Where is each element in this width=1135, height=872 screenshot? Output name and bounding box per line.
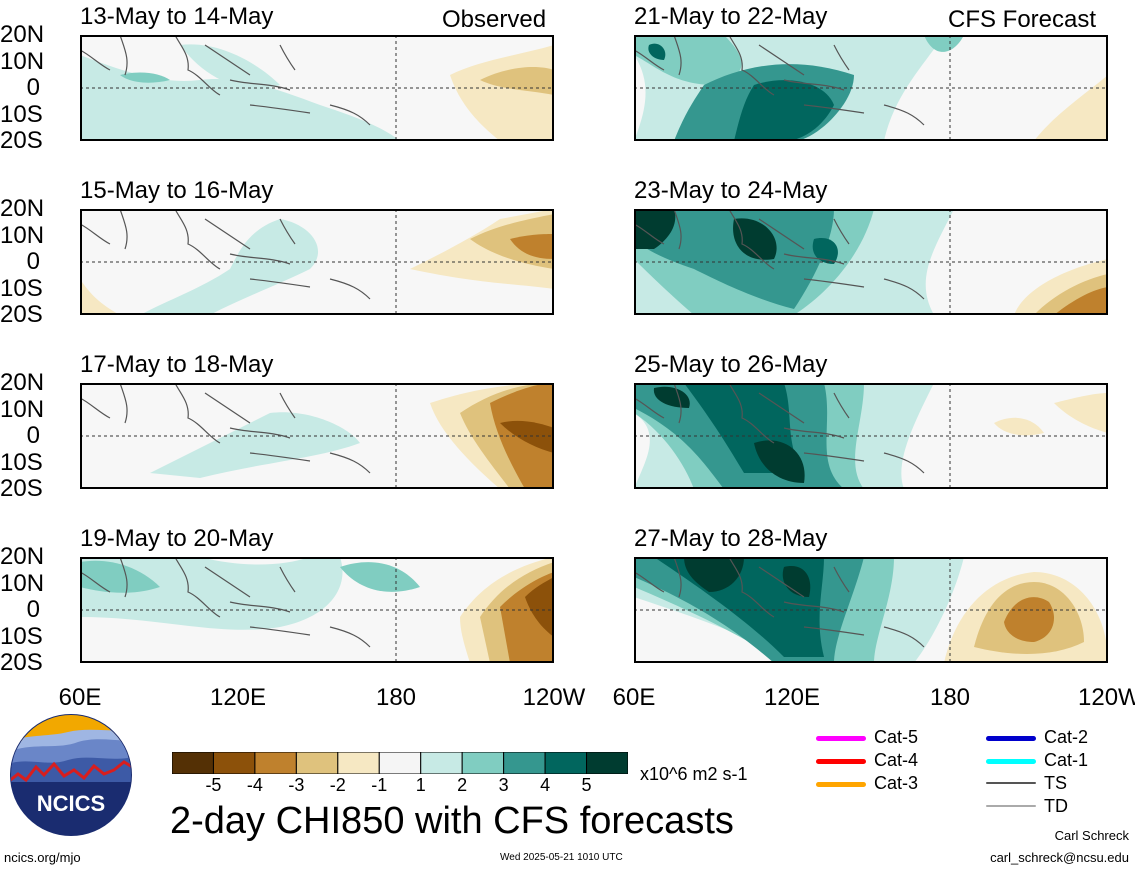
legend-label: Cat-2 — [1044, 727, 1089, 747]
legend-label: TS — [1044, 773, 1068, 793]
observed-tag: Observed — [442, 6, 547, 33]
footer-author: Carl Schreck — [1054, 828, 1129, 843]
map-panel-forecast-4 — [634, 557, 1108, 663]
legend-line — [816, 759, 866, 764]
latitude-label: 20N — [0, 195, 45, 222]
latitude-label: 0 — [26, 74, 40, 101]
legend-label: Cat-5 — [874, 727, 919, 747]
legend-label: TD — [1044, 796, 1068, 816]
colorbar-tick-label: 1 — [415, 775, 426, 795]
legend-line — [816, 736, 866, 741]
latitude-label: 10N — [0, 569, 45, 597]
map-panel-forecast-3 — [634, 383, 1108, 489]
colorbar-swatch — [172, 752, 214, 774]
footer-url[interactable]: ncics.org/mjo — [4, 850, 81, 865]
latitude-label: 0 — [26, 596, 40, 623]
colorbar-units: x10^6 m2 s-1 — [640, 764, 748, 784]
legend-line — [986, 805, 1036, 807]
colorbar-swatch — [295, 752, 339, 774]
colorbar-swatch — [586, 752, 628, 774]
colorbar-tick-label: -3 — [288, 775, 305, 795]
footer-email[interactable]: carl_schreck@ncsu.edu — [990, 850, 1129, 865]
map-panel-forecast-2 — [634, 209, 1108, 315]
panel-title: 17-May to 18-May — [80, 351, 274, 378]
panel-title: 23-May to 24-May — [634, 177, 828, 204]
colorbar — [172, 752, 628, 774]
latitude-label: 10S — [0, 274, 43, 302]
longitude-label: 120W — [522, 684, 586, 711]
map-panel-observed-1 — [80, 35, 554, 141]
panel-title: 21-May to 22-May — [634, 3, 828, 30]
latitude-label: 10N — [0, 221, 45, 249]
colorbar-swatch — [254, 752, 297, 774]
longitude-label: 120E — [209, 684, 267, 711]
colorbar-swatch — [503, 752, 546, 774]
colorbar-swatch — [212, 752, 256, 774]
latitude-label: 20N — [0, 21, 45, 48]
cfs-forecast-tag: CFS Forecast — [948, 6, 1097, 33]
colorbar-tick-label: 4 — [540, 775, 551, 795]
latitude-label: 10S — [0, 100, 43, 128]
latitude-label: 20S — [0, 301, 43, 328]
colorbar-swatch — [461, 752, 505, 774]
logo-text: NCICS — [37, 791, 105, 816]
legend-label: Cat-3 — [874, 773, 919, 793]
longitude-label: 60E — [58, 684, 102, 711]
colorbar-tick-label: -4 — [246, 775, 263, 795]
legend-line — [986, 736, 1036, 741]
colorbar-tick-label: -5 — [205, 775, 222, 795]
colorbar-tick-label: -2 — [329, 775, 346, 795]
ncics-logo: NCICS — [10, 714, 132, 836]
colorbar-swatch — [544, 752, 588, 774]
panel-title: 13-May to 14-May — [80, 3, 274, 30]
map-panel-forecast-1 — [634, 35, 1108, 141]
map-panel-observed-3 — [80, 383, 554, 489]
map-panel-observed-2 — [80, 209, 554, 315]
main-title: 2-day CHI850 with CFS forecasts — [170, 800, 734, 842]
longitude-label: 180 — [929, 684, 971, 711]
latitude-label: 10S — [0, 448, 43, 476]
latitude-label: 20N — [0, 543, 45, 570]
latitude-label: 0 — [26, 422, 40, 449]
panel-title: 15-May to 16-May — [80, 177, 274, 204]
legend-label: Cat-1 — [1044, 750, 1089, 770]
colorbar-tick-label: 2 — [457, 775, 468, 795]
longitude-label: 180 — [375, 684, 417, 711]
latitude-label: 10N — [0, 47, 45, 75]
legend-line — [986, 759, 1036, 764]
legend-line — [816, 782, 866, 787]
latitude-label: 10S — [0, 622, 43, 650]
latitude-label: 20S — [0, 649, 43, 676]
longitude-label: 60E — [612, 684, 656, 711]
colorbar-swatch — [420, 752, 463, 774]
panel-title: 27-May to 28-May — [634, 525, 828, 552]
latitude-label: 10N — [0, 395, 45, 423]
latitude-label: 20S — [0, 475, 43, 502]
longitude-label: 120W — [1078, 686, 1135, 710]
legend-label: Cat-4 — [874, 750, 919, 770]
map-panel-observed-4 — [80, 557, 554, 663]
colorbar-tick-label: -1 — [371, 775, 388, 795]
latitude-label: 20N — [0, 369, 45, 396]
colorbar-tick-label: 5 — [581, 775, 592, 795]
longitude-label: 120E — [763, 684, 821, 711]
legend-line — [986, 782, 1036, 784]
panel-title: 19-May to 20-May — [80, 525, 274, 552]
panel-title: 25-May to 26-May — [634, 351, 828, 378]
colorbar-swatch — [337, 752, 380, 774]
latitude-label: 0 — [26, 248, 40, 275]
colorbar-swatch — [378, 752, 422, 774]
colorbar-tick-label: 3 — [498, 775, 509, 795]
latitude-label: 20S — [0, 127, 43, 154]
footer-timestamp: Wed 2025-05-21 1010 UTC — [500, 852, 623, 863]
